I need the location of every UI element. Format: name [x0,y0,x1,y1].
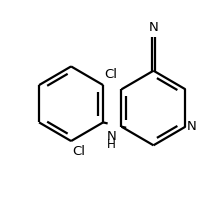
Text: Cl: Cl [72,145,85,158]
Text: H: H [107,138,116,151]
Text: N: N [187,120,197,133]
Text: Cl: Cl [104,68,117,81]
Text: N: N [106,130,116,143]
Text: N: N [149,21,158,34]
